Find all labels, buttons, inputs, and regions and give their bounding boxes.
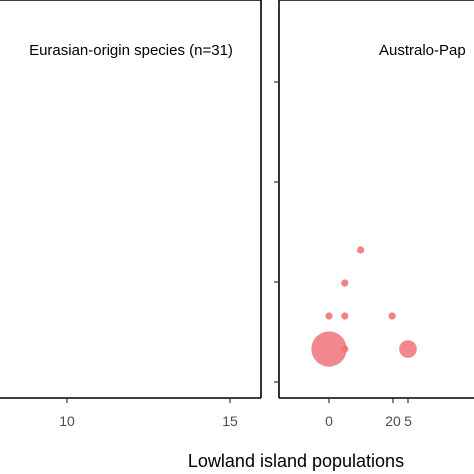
- right-panel-points: [311, 246, 417, 367]
- left-panel-x-axis: 10 15 20: [59, 398, 401, 429]
- right-panel-title: Australo-Pap: [379, 42, 466, 59]
- data-point: [341, 279, 349, 287]
- right-x-tick-label: 0: [325, 413, 333, 429]
- left-x-tick-label: 10: [59, 413, 75, 429]
- right-panel-y-axis-ticks: [274, 81, 279, 383]
- left-panel-title: Eurasian-origin species (n=31): [29, 42, 233, 59]
- left-x-tick-label: 20: [385, 413, 401, 429]
- data-point: [325, 312, 333, 320]
- data-point: [341, 312, 349, 320]
- data-point: [399, 340, 417, 358]
- data-point: [357, 246, 365, 254]
- right-x-tick-label: 5: [404, 413, 412, 429]
- data-point: [341, 345, 349, 353]
- data-point: [388, 312, 396, 320]
- x-axis-title: Lowland island populations: [188, 451, 404, 471]
- left-x-tick-label: 15: [222, 413, 238, 429]
- data-point: [311, 331, 347, 367]
